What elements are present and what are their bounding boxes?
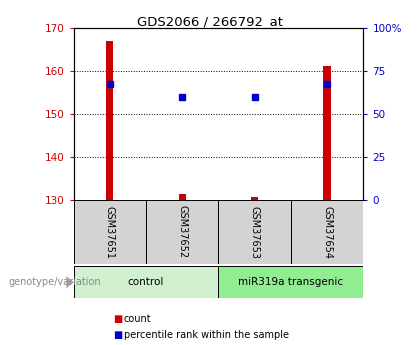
Text: control: control: [128, 277, 164, 287]
Text: count: count: [124, 314, 152, 324]
Bar: [323, 66, 331, 200]
Bar: [178, 194, 186, 200]
Bar: [251, 197, 258, 200]
Bar: [74, 200, 146, 264]
Text: GSM37652: GSM37652: [177, 206, 187, 258]
Polygon shape: [66, 276, 74, 288]
Bar: [74, 266, 218, 298]
Text: GSM37651: GSM37651: [105, 206, 115, 258]
Text: GDS2066 / 266792_at: GDS2066 / 266792_at: [137, 16, 283, 29]
Text: ■: ■: [113, 314, 123, 324]
Text: genotype/variation: genotype/variation: [8, 277, 101, 287]
Text: ■: ■: [113, 330, 123, 339]
Bar: [106, 41, 113, 200]
Text: GSM37653: GSM37653: [249, 206, 260, 258]
Text: percentile rank within the sample: percentile rank within the sample: [124, 330, 289, 339]
Text: GSM37654: GSM37654: [322, 206, 332, 258]
Bar: [291, 200, 363, 264]
Bar: [146, 200, 218, 264]
Bar: [218, 266, 363, 298]
Text: miR319a transgenic: miR319a transgenic: [238, 277, 344, 287]
Bar: [218, 200, 291, 264]
